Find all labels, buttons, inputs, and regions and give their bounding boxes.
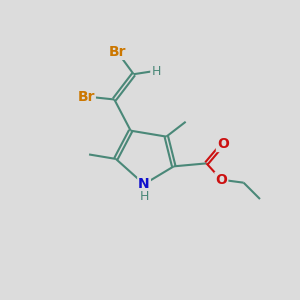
Text: O: O [217, 137, 229, 151]
Text: O: O [215, 173, 227, 187]
Text: H: H [140, 190, 149, 203]
Text: Br: Br [109, 45, 126, 59]
Text: Br: Br [77, 89, 95, 103]
Text: N: N [138, 177, 150, 191]
Text: H: H [151, 65, 160, 78]
